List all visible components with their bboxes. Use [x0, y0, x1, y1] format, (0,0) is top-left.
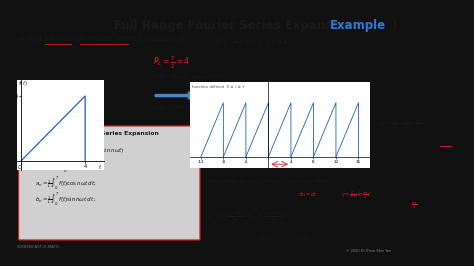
Text: © 2020 Dr Khoo Shin Yee: © 2020 Dr Khoo Shin Yee	[346, 250, 391, 253]
Text: •: •	[19, 36, 24, 45]
FancyArrowPatch shape	[156, 93, 194, 98]
Text: $b_n=\frac{1}{L}\int_0^{T}f(t)\sin n\omega t\,dt\,;$: $b_n=\frac{1}{L}\int_0^{T}f(t)\sin n\ome…	[35, 192, 96, 208]
Text: $-\,\delta$: $-\,\delta$	[298, 235, 309, 243]
Text: Example: Example	[329, 19, 386, 32]
Text: Even + Odd functions expansion: Even + Odd functions expansion	[153, 105, 239, 110]
Text: $a_n=\frac{1}{L}\int_0^{T}f(t)\cos n\omega t\,dt=\frac{1}{2}\int_0^{4}t\cos n\fr: $a_n=\frac{1}{L}\int_0^{T}f(t)\cos n\ome…	[207, 153, 312, 169]
Text: Full – range expansion: Full – range expansion	[153, 74, 224, 79]
FancyBboxPatch shape	[18, 126, 200, 240]
Text: $t$: $t$	[64, 134, 69, 142]
Text: $a_0=\frac{1}{2L}\int_0^{T}f(t)\,dt=\frac{1}{4}\int_0^{4}t\,dt=\frac{1}{4}\!\lef: $a_0=\frac{1}{2L}\int_0^{T}f(t)\,dt=\fra…	[207, 129, 322, 145]
Text: $v=\frac{2}{n\pi}\sin\frac{n\pi}{2}t$: $v=\frac{2}{n\pi}\sin\frac{n\pi}{2}t$	[341, 190, 372, 201]
Text: Find a full-range Fourier series expansion of: Find a full-range Fourier series expansi…	[27, 36, 185, 42]
Text: $P_L = \frac{T}{2} = 4$: $P_L = \frac{T}{2} = 4$	[153, 55, 191, 71]
Text: Integration by part: Let $u=t;\,dv=\cos n\frac{\pi}{2}t\,dt$: Integration by part: Let $u=t;\,dv=\cos …	[207, 177, 330, 188]
Text: function defined  0 ≤ t ≤ τ: function defined 0 ≤ t ≤ τ	[192, 85, 245, 89]
Text: $\omega=\dfrac{2\pi}{P}=\dfrac{\pi}{2}=\dfrac{\pi}{L}$: $\omega=\dfrac{2\pi}{P}=\dfrac{\pi}{2}=\…	[379, 117, 420, 131]
Text: Full Range Fourier Series Expansion (: Full Range Fourier Series Expansion (	[114, 19, 362, 32]
Text: $\frac{n\pi}{2}$: $\frac{n\pi}{2}$	[411, 200, 418, 211]
Text: $= t$ for $0 \leq t \leq 4$: $= t$ for $0 \leq t \leq 4$	[231, 36, 289, 46]
Text: $f(t)$: $f(t)$	[214, 36, 227, 47]
Text: Full-range Fourier Series Expansion: Full-range Fourier Series Expansion	[37, 131, 158, 136]
Text: $f(t)=a_0+\sum_{n=1}^{\infty}(a_n\cos n\omega t+b_n\sin n\omega t)$: $f(t)=a_0+\sum_{n=1}^{\infty}(a_n\cos n\…	[23, 142, 125, 161]
Text: $du=dt$: $du=dt$	[298, 190, 318, 198]
Text: where $a_0=\frac{1}{2L}\int_0^{T}f(t)\,dt$: where $a_0=\frac{1}{2L}\int_0^{T}f(t)\,d…	[23, 159, 84, 175]
Text: $f(t)$: $f(t)$	[18, 79, 28, 88]
Text: $u\,v$: $u\,v$	[260, 235, 270, 242]
Text: O: O	[18, 165, 21, 170]
Text: $a_n=\left[t\!\left(\frac{\sin(n\frac{\pi}{2}t)}{n\frac{\pi}{2}}\right)\right]_0: $a_n=\left[t\!\left(\frac{\sin(n\frac{\p…	[207, 209, 287, 225]
Text: ): )	[391, 19, 397, 32]
Text: $\tau\!=\!4$: $\tau\!=\!4$	[40, 134, 54, 142]
Text: SCREENCAST-O-MATIC: SCREENCAST-O-MATIC	[17, 245, 60, 249]
Text: $t$: $t$	[98, 163, 102, 171]
Text: $a_n=\frac{1}{L}\int_0^{T}f(t)\cos n\omega t\,dt;$: $a_n=\frac{1}{L}\int_0^{T}f(t)\cos n\ome…	[35, 175, 96, 192]
